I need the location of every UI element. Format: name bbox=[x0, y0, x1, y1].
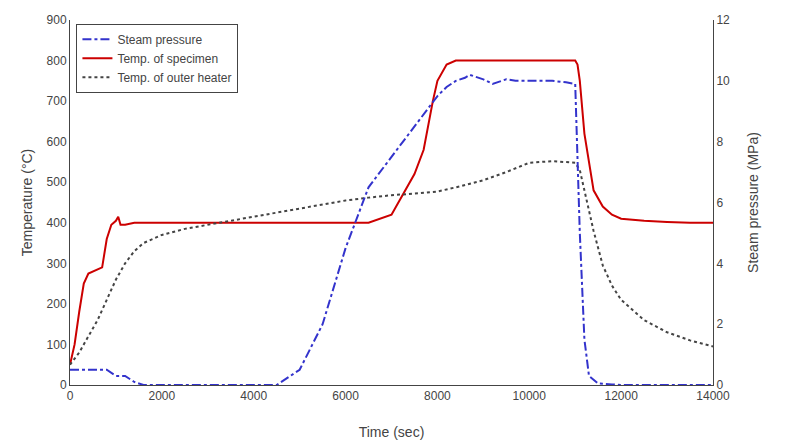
svg-text:100: 100 bbox=[47, 338, 67, 352]
svg-text:Temp. of specimen: Temp. of specimen bbox=[117, 52, 218, 66]
svg-text:400: 400 bbox=[47, 216, 67, 230]
svg-text:500: 500 bbox=[47, 175, 67, 189]
svg-text:4000: 4000 bbox=[240, 389, 267, 403]
svg-text:900: 900 bbox=[47, 13, 67, 27]
svg-text:0: 0 bbox=[716, 378, 723, 392]
svg-text:10000: 10000 bbox=[513, 389, 547, 403]
svg-text:300: 300 bbox=[47, 257, 67, 271]
svg-text:600: 600 bbox=[47, 135, 67, 149]
svg-text:12000: 12000 bbox=[604, 389, 638, 403]
svg-text:800: 800 bbox=[47, 54, 67, 68]
svg-text:200: 200 bbox=[47, 297, 67, 311]
svg-text:4: 4 bbox=[716, 257, 723, 271]
svg-text:10: 10 bbox=[716, 74, 730, 88]
svg-text:0: 0 bbox=[67, 389, 74, 403]
svg-text:0: 0 bbox=[60, 378, 67, 392]
svg-text:Temperature (°C): Temperature (°C) bbox=[19, 149, 35, 257]
svg-text:Steam pressure (MPa): Steam pressure (MPa) bbox=[745, 132, 761, 273]
svg-text:2000: 2000 bbox=[149, 389, 176, 403]
svg-text:Temp. of outer heater: Temp. of outer heater bbox=[117, 71, 231, 85]
svg-text:8000: 8000 bbox=[424, 389, 451, 403]
svg-text:14000: 14000 bbox=[696, 389, 730, 403]
svg-text:Steam pressure: Steam pressure bbox=[117, 33, 202, 47]
svg-text:700: 700 bbox=[47, 94, 67, 108]
svg-text:8: 8 bbox=[716, 135, 723, 149]
svg-text:6000: 6000 bbox=[332, 389, 359, 403]
svg-text:12: 12 bbox=[716, 13, 730, 27]
svg-text:Time (sec): Time (sec) bbox=[359, 424, 425, 440]
svg-text:2: 2 bbox=[716, 317, 723, 331]
svg-text:6: 6 bbox=[716, 196, 723, 210]
